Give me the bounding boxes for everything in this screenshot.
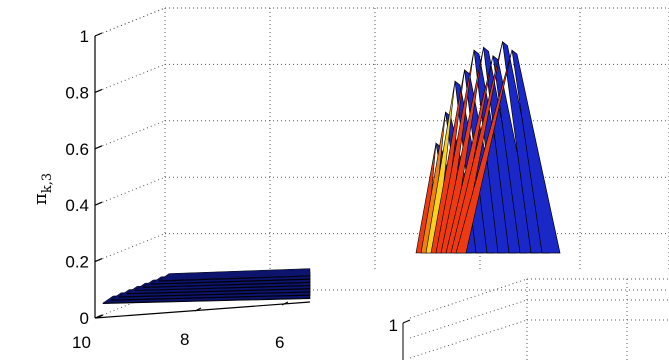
grid-lines-2	[409, 278, 669, 360]
z-tick-mark	[94, 258, 103, 263]
z-tick-label: 0.4	[65, 196, 89, 215]
x-tick-label: 8	[180, 330, 189, 349]
grid-diagonal	[94, 63, 166, 93]
z-tick-label-2: 1	[389, 316, 398, 335]
grid-diagonal	[409, 319, 528, 359]
z-tick-label: 0.2	[65, 253, 89, 272]
x-axis-line	[94, 301, 311, 319]
x-tick-mark	[96, 314, 104, 319]
z-tick-label: 0.6	[65, 140, 89, 159]
x-tick-mark	[194, 307, 202, 312]
low-ribbons	[102, 268, 311, 304]
z-tick-mark	[94, 88, 103, 93]
z-tick-mark	[94, 32, 103, 37]
second-subplot: 1	[389, 278, 669, 360]
z-tick-mark-2	[402, 319, 411, 324]
z-tick-mark	[94, 201, 103, 206]
z-tick-label: 1	[80, 27, 89, 46]
peak-ribbons	[415, 40, 561, 254]
grid-diagonal	[409, 278, 528, 319]
x-tick-label: 10	[72, 333, 91, 352]
z-tick-labels: 0 0.2 0.4 0.6 0.8 1	[65, 27, 89, 328]
x-tick-label: 6	[275, 333, 284, 352]
grid-lines	[94, 7, 669, 319]
grid-diagonal	[409, 299, 528, 339]
axes	[94, 32, 311, 319]
x-tick-labels: 10 8 6	[72, 330, 284, 352]
peak-ribbon-warm	[455, 50, 513, 254]
z-axis-label-symbol: π	[30, 193, 51, 205]
grid-diagonal	[94, 233, 166, 263]
z-tick-label: 0	[80, 309, 89, 328]
grid-diagonal	[94, 120, 166, 150]
z-axis-label-subscript: k,3	[40, 173, 55, 193]
grid-diagonal	[94, 176, 166, 206]
low-ribbon-top	[158, 268, 311, 281]
x-tick-mark	[281, 301, 289, 306]
z-axis-label: πk,3	[30, 173, 55, 205]
grid-diagonal	[94, 7, 166, 37]
grid-diagonal	[94, 289, 166, 319]
peak-ribbon	[511, 49, 561, 254]
z-tick-label: 0.8	[65, 83, 89, 102]
z-tick-mark	[94, 145, 103, 150]
